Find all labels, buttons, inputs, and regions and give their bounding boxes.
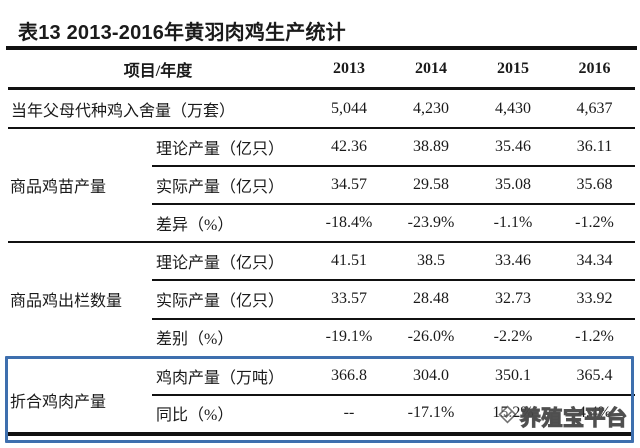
cell-value: 304.0 [413,367,449,384]
cell-value: 4,637 [576,100,613,117]
row-item-label: 同比（%） [156,407,234,424]
cell-value: -26.0% [407,328,455,345]
sub-row-divider [152,318,635,320]
watermark-text: 养殖宝平台 [519,406,628,430]
table-row: 理论产量（亿只） 42.36 38.89 35.46 36.11 [8,128,635,166]
cell-value: 4.4% [577,404,612,421]
table-row: 实际产量（亿只） 34.57 29.58 35.08 35.68 [8,166,635,204]
table-row: 鸡肉产量（万吨） 366.8 304.0 350.1 365.4 [8,357,635,395]
cell-value: 4,230 [413,100,449,117]
row-item-label: 鸡肉产量（万吨） [156,370,285,387]
cell-value: -1.2% [575,214,614,231]
header-project-year-label: 项目/年度 [123,62,193,80]
cell-value: 35.46 [495,138,531,155]
cell-value: 33.92 [576,290,613,307]
sub-row-divider [152,279,635,281]
row-group-label: 商品鸡苗产量 [10,179,107,196]
cell-value: 5,044 [331,100,367,117]
cell-value: 33.57 [331,290,367,307]
cell-value: 33.46 [495,252,531,269]
row-item-label: 理论产量（亿只） [156,141,285,158]
cell-value: 365.4 [576,367,613,384]
cell-value: -2.2% [493,328,533,345]
cell-value: 35.08 [495,176,531,193]
cell-value: 366.8 [331,367,367,384]
header-year: 2015 [497,59,529,77]
table-header-row: 项目/年度 2013 2014 2015 2016 [8,50,635,87]
cell-value: 38.5 [417,252,445,269]
row-item-label: 差异（%） [156,217,234,234]
header-year: 2014 [415,59,447,77]
row-item-label: 实际产量（亿只） [156,293,285,310]
row-divider [8,127,635,129]
sub-row-divider [152,165,635,167]
cell-value: -- [343,404,355,421]
cell-value: -23.9% [407,214,455,231]
cell-value: -19.1% [325,328,373,345]
table-row: 差别（%） -19.1% -26.0% -2.2% -1.2% [8,318,635,356]
header-rule [8,87,635,90]
table-row: 实际产量（亿只） 33.57 28.48 32.73 33.92 [8,280,635,318]
watermark-logo-icon [498,405,517,429]
header-year: 2013 [333,59,365,77]
row-group-label: 折合鸡肉产量 [10,394,107,411]
cell-value: 42.36 [331,138,367,155]
section-divider [8,241,635,243]
table-row: 理论产量（亿只） 41.51 38.5 33.46 34.34 [8,242,635,280]
watermark: 养殖宝平台 [498,402,628,432]
cell-value: 38.89 [413,138,449,155]
cell-value: -1.1% [493,214,533,231]
cell-value: 34.57 [331,176,367,193]
cell-value: 28.48 [413,290,449,307]
title-rule [6,46,637,50]
cell-value: 350.1 [495,367,531,384]
cell-value: 4,430 [495,100,531,117]
table-row: 当年父母代种鸡入舍量（万套） 5,044 4,230 4,430 4,637 [8,90,635,128]
row-group-label: 商品鸡出栏数量 [10,293,123,310]
cell-value: -1.2% [575,328,614,345]
cell-value: -18.4% [325,214,373,231]
page-title: 表13 2013-2016年黄羽肉鸡生产统计 [18,22,346,44]
cell-value: 32.73 [495,290,531,307]
sub-row-divider [152,203,635,205]
sub-row-divider [152,394,635,396]
cell-value: 41.51 [331,252,367,269]
row-item-label: 实际产量（亿只） [156,179,285,196]
row-item-label: 差别（%） [156,331,234,348]
header-year: 2016 [578,59,611,77]
table-row: 差异（%） -18.4% -23.9% -1.1% -1.2% [8,204,635,242]
row-item-label: 当年父母代种鸡入舍量（万套） [11,103,236,120]
cell-value: 34.34 [576,252,613,269]
cell-value: 29.58 [413,176,449,193]
cell-value: 36.11 [576,138,613,155]
cell-value: 35.68 [576,176,613,193]
table-bottom-rule [8,432,631,436]
cell-value: -17.1% [407,404,455,421]
row-item-label: 理论产量（亿只） [156,255,285,272]
